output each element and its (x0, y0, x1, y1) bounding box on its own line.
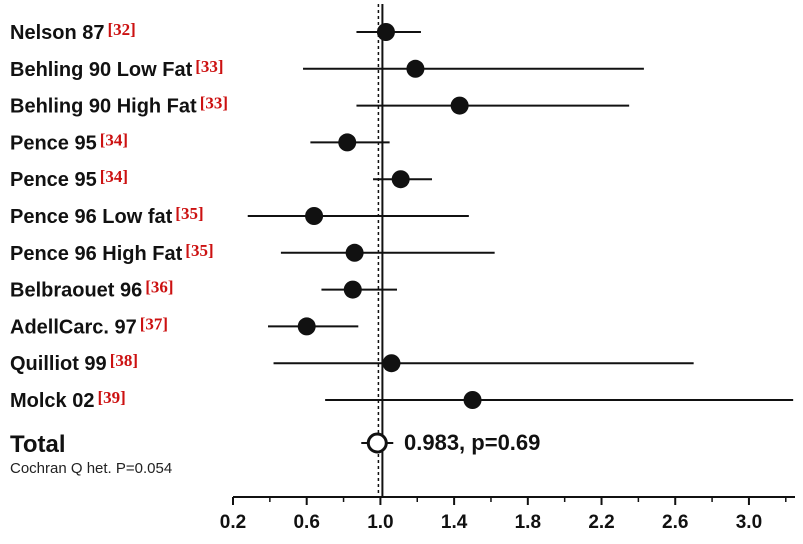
x-tick-label: 1.4 (441, 512, 468, 533)
study-label: Belbraouet 96 [36] (10, 278, 174, 302)
study-reference: [34] (100, 167, 128, 186)
x-tick-label: 0.2 (220, 512, 246, 533)
study-reference: [35] (185, 241, 213, 260)
x-tick-label: 2.2 (588, 512, 614, 533)
study-reference: [36] (145, 278, 173, 297)
point-estimate (345, 243, 364, 262)
study-name: Quilliot 99 (10, 353, 107, 375)
study-labels: Nelson 87 [32]Behling 90 Low Fat [33]Behli… (10, 20, 228, 412)
study-label: Behling 90 High Fat [33] (10, 94, 228, 118)
point-estimate (376, 23, 395, 41)
point-estimate (450, 96, 469, 115)
study-label: Pence 96 High Fat [35] (10, 241, 214, 265)
total-point-estimate (366, 432, 388, 454)
study-reference: [33] (200, 94, 228, 113)
x-tick-label: 1.0 (367, 512, 393, 533)
point-estimate (406, 59, 425, 78)
study-label: Pence 96 Low fat [35] (10, 204, 204, 228)
point-estimate (343, 280, 362, 299)
study-label: Quilliot 99 [38] (10, 351, 138, 375)
total-label: Total (10, 431, 66, 458)
heterogeneity-label: Cochran Q het. P=0.054 (10, 460, 172, 477)
point-estimate (391, 170, 410, 189)
point-estimate (463, 391, 482, 409)
study-reference: [39] (97, 388, 125, 407)
study-label: Behling 90 Low Fat [33] (10, 57, 224, 81)
study-name: Behling 90 High Fat (10, 96, 197, 118)
study-name: Pence 95 (10, 169, 97, 191)
study-name: Behling 90 Low Fat (10, 59, 193, 81)
total-summary-label: 0.983, p=0.69 (404, 430, 540, 455)
study-reference: [35] (175, 204, 203, 223)
study-reference: [34] (100, 130, 128, 149)
study-name: AdellCarc. 97 (10, 316, 137, 338)
x-axis: 0.2 0.6 1.0 1.4 1.8 2.2 2.6 3.0 (220, 496, 795, 533)
point-estimate (305, 207, 324, 225)
study-label: Pence 95 [34] (10, 167, 128, 191)
study-label: AdellCarc. 97 [37] (10, 314, 168, 338)
study-reference: [37] (140, 314, 168, 333)
point-estimate (297, 317, 316, 336)
study-name: Pence 96 High Fat (10, 243, 183, 265)
study-label: Pence 95 [34] (10, 130, 128, 154)
total-summary: Total Cochran Q het. P=0.054 0.983, p=0.… (10, 430, 540, 477)
study-label: Molck 02 [39] (10, 388, 126, 412)
study-name: Molck 02 (10, 390, 94, 412)
study-name: Pence 95 (10, 132, 97, 154)
study-reference: [38] (110, 351, 138, 370)
confidence-intervals (247, 31, 794, 401)
point-estimates (297, 23, 482, 409)
x-tick-label: 1.8 (515, 512, 541, 533)
study-reference: [32] (107, 20, 135, 39)
study-name: Pence 96 Low fat (10, 206, 173, 228)
reference-line-group (377, 4, 384, 497)
point-estimate (338, 133, 357, 152)
x-tick-label: 0.6 (293, 512, 319, 533)
x-tick-label: 2.6 (662, 512, 688, 533)
study-name: Nelson 87 (10, 22, 104, 44)
study-label: Nelson 87 [32] (10, 20, 136, 44)
study-reference: [33] (195, 57, 223, 76)
x-tick-label: 3.0 (736, 512, 762, 533)
study-name: Belbraouet 96 (10, 280, 142, 302)
point-estimate (382, 354, 401, 373)
